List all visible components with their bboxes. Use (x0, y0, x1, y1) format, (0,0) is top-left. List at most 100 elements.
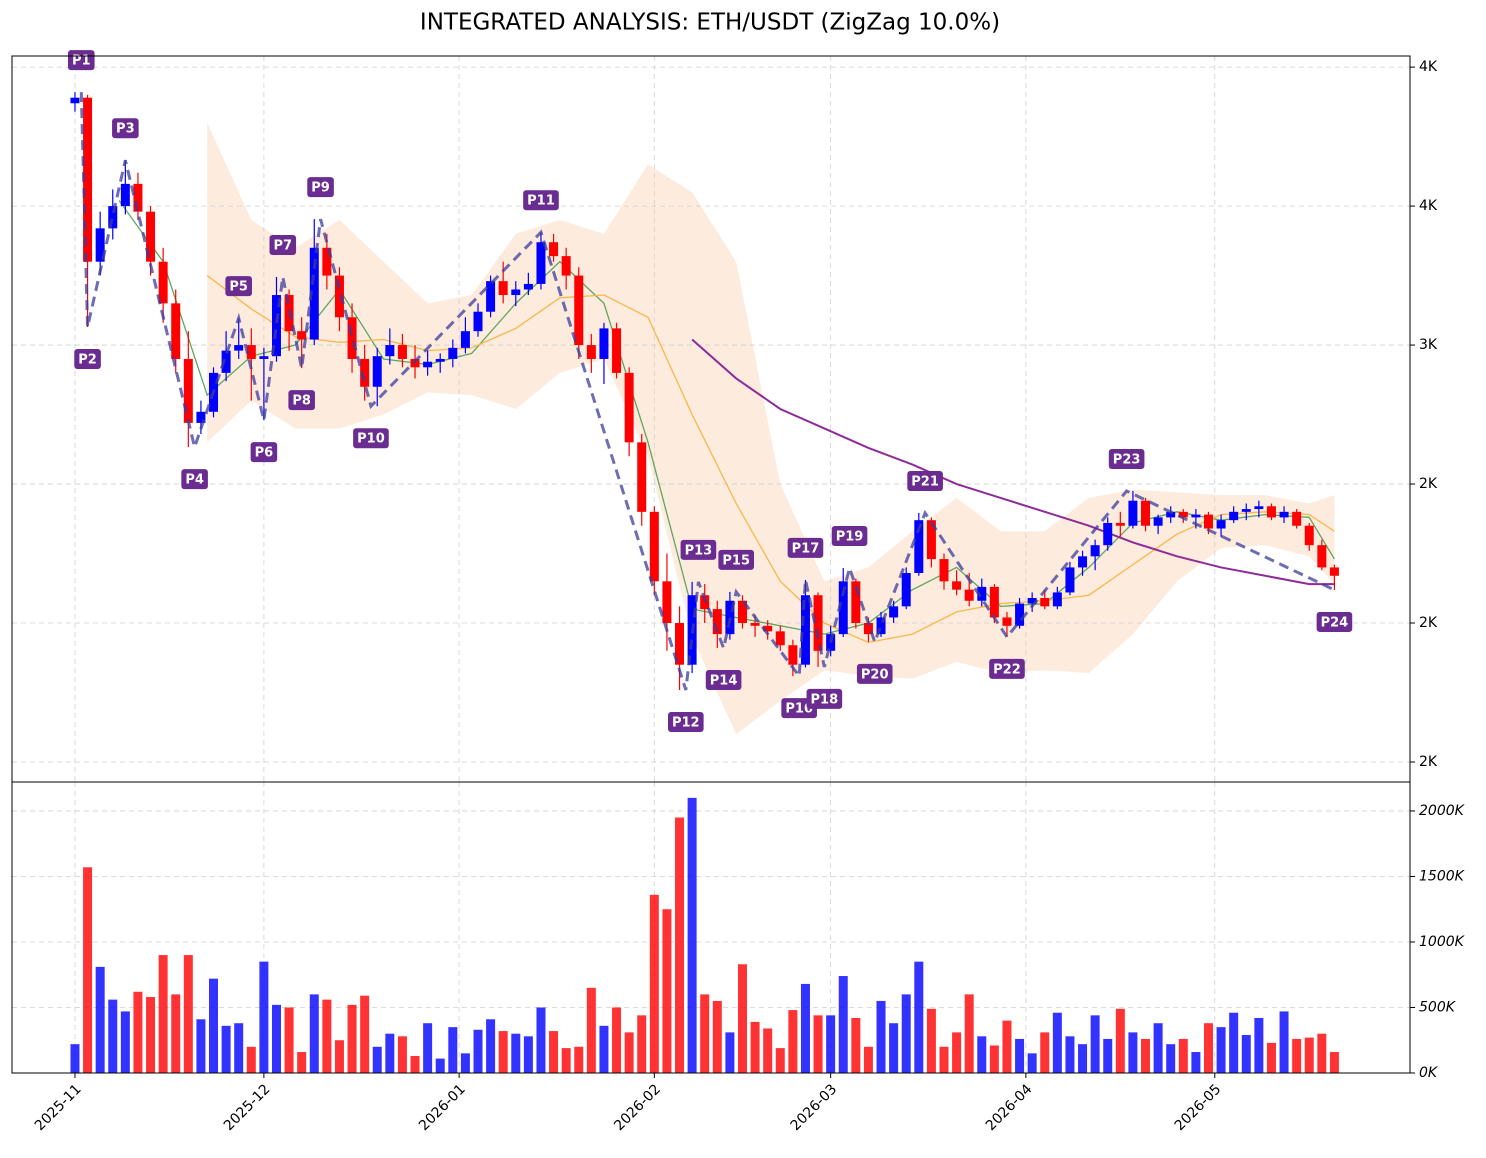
volume-bar (775, 1048, 785, 1073)
candle-body (599, 328, 609, 359)
volume-bar (259, 961, 269, 1073)
volume-bar (196, 1019, 206, 1073)
pivot-label: P3 (112, 118, 139, 139)
volume-bar (1052, 1012, 1062, 1073)
volume-bar (926, 1008, 936, 1073)
volume-bar (95, 966, 105, 1073)
candle-body (1317, 545, 1327, 568)
volume-bar (863, 1046, 873, 1073)
candle-body (1304, 525, 1314, 546)
indicator-line (691, 338, 1335, 586)
candle-body (372, 356, 382, 387)
volume-bar (334, 1040, 344, 1073)
candle-body (536, 242, 546, 284)
candle-body (83, 97, 93, 262)
candle-body (1128, 500, 1138, 526)
pivot-label-box (907, 470, 943, 491)
candle-body (725, 600, 735, 635)
candle-body (146, 211, 156, 262)
candle-body (460, 331, 470, 348)
volume-bar (271, 1004, 281, 1073)
volume-bar (1292, 1038, 1302, 1073)
volume-bar (423, 1023, 433, 1073)
volume-bar (712, 1000, 722, 1073)
candle-body (183, 358, 193, 423)
x-tick-label: 2026-04 (983, 1081, 1036, 1134)
candle-body (347, 317, 357, 359)
pivot-label-text: P4 (185, 473, 204, 488)
candle-body (486, 281, 496, 312)
pivot-label-text: P6 (255, 446, 274, 461)
volume-bar (1153, 1023, 1163, 1073)
volume-bar (952, 1032, 962, 1073)
candle-body (989, 586, 999, 618)
candle-body (95, 228, 105, 262)
volume-bar (1166, 1044, 1176, 1073)
pivot-label-text: P18 (811, 692, 839, 707)
pivot-label: P4 (181, 469, 208, 490)
pivot-label: P22 (989, 658, 1025, 679)
candle-body (964, 589, 974, 601)
volume-tick-label: 1000K (1419, 934, 1466, 950)
candle-body (750, 623, 760, 626)
y-tick-label: 4K (1419, 198, 1438, 214)
volume-bar (1191, 1052, 1201, 1073)
candle-body (977, 586, 987, 601)
x-tick-label: 2026-01 (416, 1081, 469, 1134)
pivot-label-box (831, 525, 868, 546)
pivot-label-text: P15 (722, 553, 750, 568)
candle-body (1203, 514, 1213, 529)
pivot-label-text: P3 (116, 122, 135, 137)
volume-bar (448, 1027, 458, 1073)
pivot-label-box (667, 711, 704, 732)
volume-bar (763, 1028, 773, 1073)
pivot-label-box (1316, 611, 1353, 632)
volume-bar (1065, 1036, 1075, 1073)
candle-body (1266, 506, 1276, 518)
volume-bar (889, 1023, 899, 1073)
volume-bar (826, 1015, 836, 1073)
pivot-label-text: P2 (78, 352, 97, 367)
volume-bar (397, 1036, 407, 1073)
pivot-label: P5 (225, 276, 252, 297)
candle-body (259, 356, 269, 359)
pivot-label: P10 (353, 428, 389, 449)
volume-bar (83, 867, 93, 1073)
volume-bar (662, 909, 672, 1073)
pivot-label-text: P22 (993, 662, 1021, 677)
pivot-label-text: P16 (785, 702, 813, 717)
volume-bar (851, 1017, 861, 1073)
volume-bar (788, 1010, 798, 1073)
volume-bar (1203, 1023, 1213, 1073)
candle-body (473, 311, 483, 332)
pivot-label-box (705, 670, 742, 691)
volume-bar (1103, 1038, 1113, 1073)
candle-body (1241, 509, 1251, 512)
volume-bar (511, 1033, 521, 1073)
volume-bar (1141, 1038, 1151, 1073)
volume-bar (108, 999, 118, 1073)
volume-bar (675, 817, 685, 1073)
volume-bar (1178, 1038, 1188, 1073)
candle-body (851, 581, 861, 624)
candle-body (385, 345, 395, 357)
pivot-label-text: P9 (311, 181, 330, 196)
pivot-label-text: P13 (685, 543, 713, 558)
volume-tick-label: 1500K (1419, 868, 1466, 884)
volume-bar (700, 994, 710, 1073)
volume-bar (989, 1045, 999, 1073)
candle-body (1115, 522, 1125, 526)
candle-body (1329, 567, 1339, 576)
volume-bar (347, 1004, 357, 1073)
candle-body (108, 206, 118, 229)
volume-bar (750, 1021, 760, 1073)
pivot-label: P21 (907, 470, 943, 491)
zigzag-line (79, 92, 1336, 691)
y-tick-label: 2K (1419, 476, 1438, 492)
candle-body (800, 595, 810, 665)
volume-bar (1304, 1037, 1314, 1073)
candle-body (334, 275, 344, 318)
volume-bar (297, 1052, 307, 1073)
volume-bar (460, 1053, 470, 1073)
